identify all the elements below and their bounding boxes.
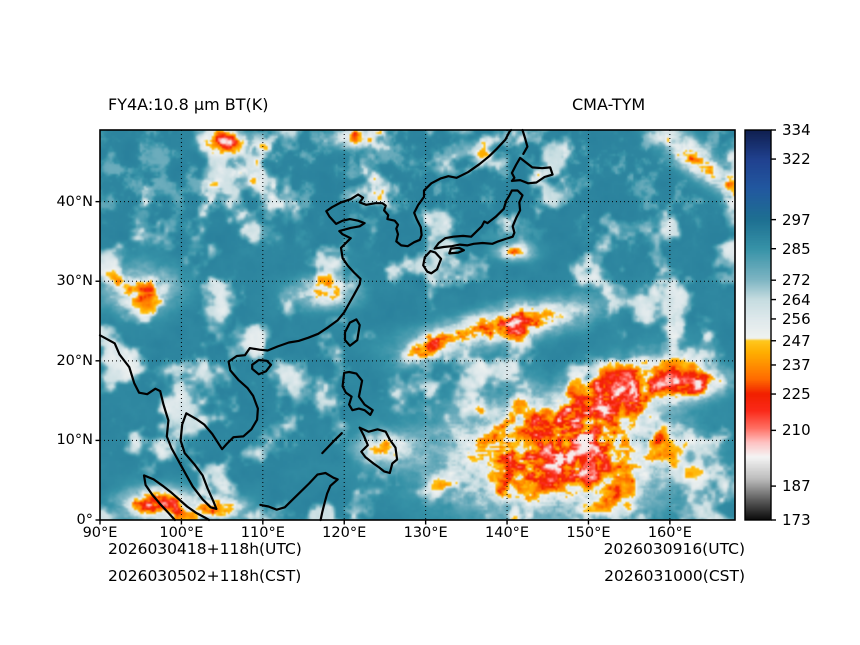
colorbar-tick-label: 237 — [782, 355, 811, 374]
colorbar — [745, 130, 771, 520]
colorbar-tick-label: 264 — [782, 290, 811, 309]
x-tick-label: 100°E — [159, 525, 204, 541]
valid-time-cst: 2026030502+118h(CST) — [108, 567, 302, 585]
colorbar-tick-label: 173 — [782, 511, 811, 529]
x-tick-label: 160°E — [647, 525, 692, 541]
colorbar-tick-label: 210 — [782, 421, 811, 440]
colorbar-tick-label: 334 — [782, 121, 811, 139]
x-tick-label: 140°E — [485, 525, 530, 541]
model-name: CMA-TYM — [572, 95, 646, 114]
colorbar-tick-label: 225 — [782, 385, 811, 404]
colorbar-tick-label: 272 — [782, 271, 811, 290]
plot-title: FY4A:10.8 μm BT(K) — [108, 95, 269, 114]
x-tick-label: 150°E — [566, 525, 611, 541]
colorbar-tick-label: 297 — [782, 210, 811, 229]
x-tick-label: 120°E — [322, 525, 367, 541]
colorbar-tick-label: 285 — [782, 239, 811, 258]
colorbar-tick-label: 187 — [782, 477, 811, 496]
x-tick-label: 130°E — [403, 525, 448, 541]
colorbar-tick-label: 322 — [782, 150, 811, 169]
x-tick-label: 110°E — [240, 525, 285, 541]
y-tick-label: 20°N — [56, 352, 93, 369]
colorbar-tick-label: 247 — [782, 331, 811, 350]
satellite-bt-raster — [100, 130, 735, 520]
x-tick-label: 90°E — [82, 525, 118, 541]
colorbar-tick-label: 256 — [782, 309, 811, 328]
valid-time-utc: 2026030418+118h(UTC) — [108, 540, 302, 558]
forecast-time-cst: 2026031000(CST) — [604, 567, 745, 585]
y-tick-label: 10°N — [56, 432, 93, 449]
y-tick-label: 40°N — [56, 193, 93, 210]
y-tick-label: 30°N — [56, 273, 93, 290]
y-tick-label: 0° — [76, 512, 93, 528]
map-plot — [100, 130, 735, 520]
forecast-time-utc: 2026030916(UTC) — [603, 540, 745, 558]
